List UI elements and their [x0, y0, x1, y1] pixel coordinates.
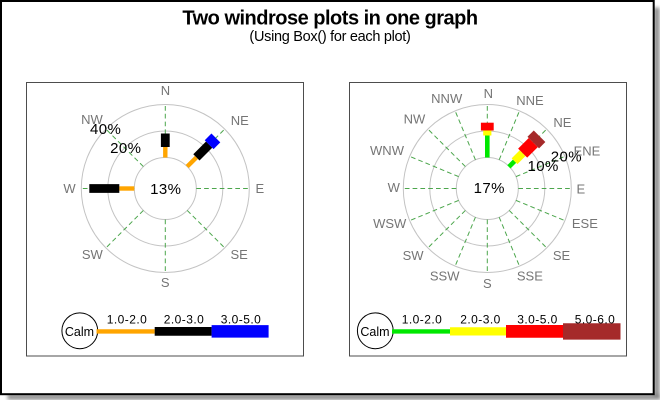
svg-text:Calm: Calm [360, 325, 389, 339]
svg-text:NNW: NNW [431, 91, 463, 106]
svg-text:40%: 40% [90, 121, 121, 138]
svg-text:2.0-3.0: 2.0-3.0 [460, 312, 501, 326]
svg-text:13%: 13% [150, 181, 181, 198]
svg-text:3.0-5.0: 3.0-5.0 [221, 312, 262, 326]
svg-text:1.0-2.0: 1.0-2.0 [402, 312, 443, 326]
svg-text:3.0-5.0: 3.0-5.0 [517, 312, 558, 326]
svg-text:Two windrose plots in one grap: Two windrose plots in one graph [182, 7, 477, 29]
svg-text:(Using Box() for each plot): (Using Box() for each plot) [249, 29, 410, 45]
svg-text:NE: NE [231, 113, 249, 128]
svg-text:ENE: ENE [574, 144, 601, 159]
svg-text:SSE: SSE [517, 269, 543, 284]
svg-text:W: W [63, 181, 76, 196]
svg-text:SSW: SSW [430, 269, 460, 284]
svg-text:17%: 17% [474, 180, 505, 197]
svg-text:2.0-3.0: 2.0-3.0 [164, 312, 205, 326]
svg-text:N: N [484, 86, 493, 101]
svg-text:Calm: Calm [65, 325, 94, 339]
svg-text:SW: SW [403, 248, 425, 263]
svg-text:SW: SW [82, 247, 104, 262]
svg-text:WSW: WSW [373, 216, 407, 231]
svg-text:10%: 10% [527, 158, 558, 175]
svg-text:20%: 20% [110, 140, 141, 157]
svg-text:W: W [388, 180, 401, 195]
svg-text:SE: SE [553, 248, 571, 263]
svg-text:N: N [161, 83, 170, 98]
svg-text:E: E [576, 182, 585, 197]
svg-text:NE: NE [553, 115, 571, 130]
svg-text:NNE: NNE [516, 93, 544, 108]
svg-text:SE: SE [231, 247, 249, 262]
svg-text:S: S [161, 275, 170, 290]
svg-text:S: S [483, 276, 492, 291]
svg-text:NW: NW [81, 112, 103, 127]
svg-text:WNW: WNW [370, 143, 405, 158]
svg-text:1.0-2.0: 1.0-2.0 [107, 312, 148, 326]
svg-text:NW: NW [404, 111, 426, 126]
svg-text:E: E [255, 181, 264, 196]
svg-text:20%: 20% [551, 148, 582, 165]
svg-text:5.0-6.0: 5.0-6.0 [575, 312, 616, 326]
svg-text:ESE: ESE [572, 216, 598, 231]
